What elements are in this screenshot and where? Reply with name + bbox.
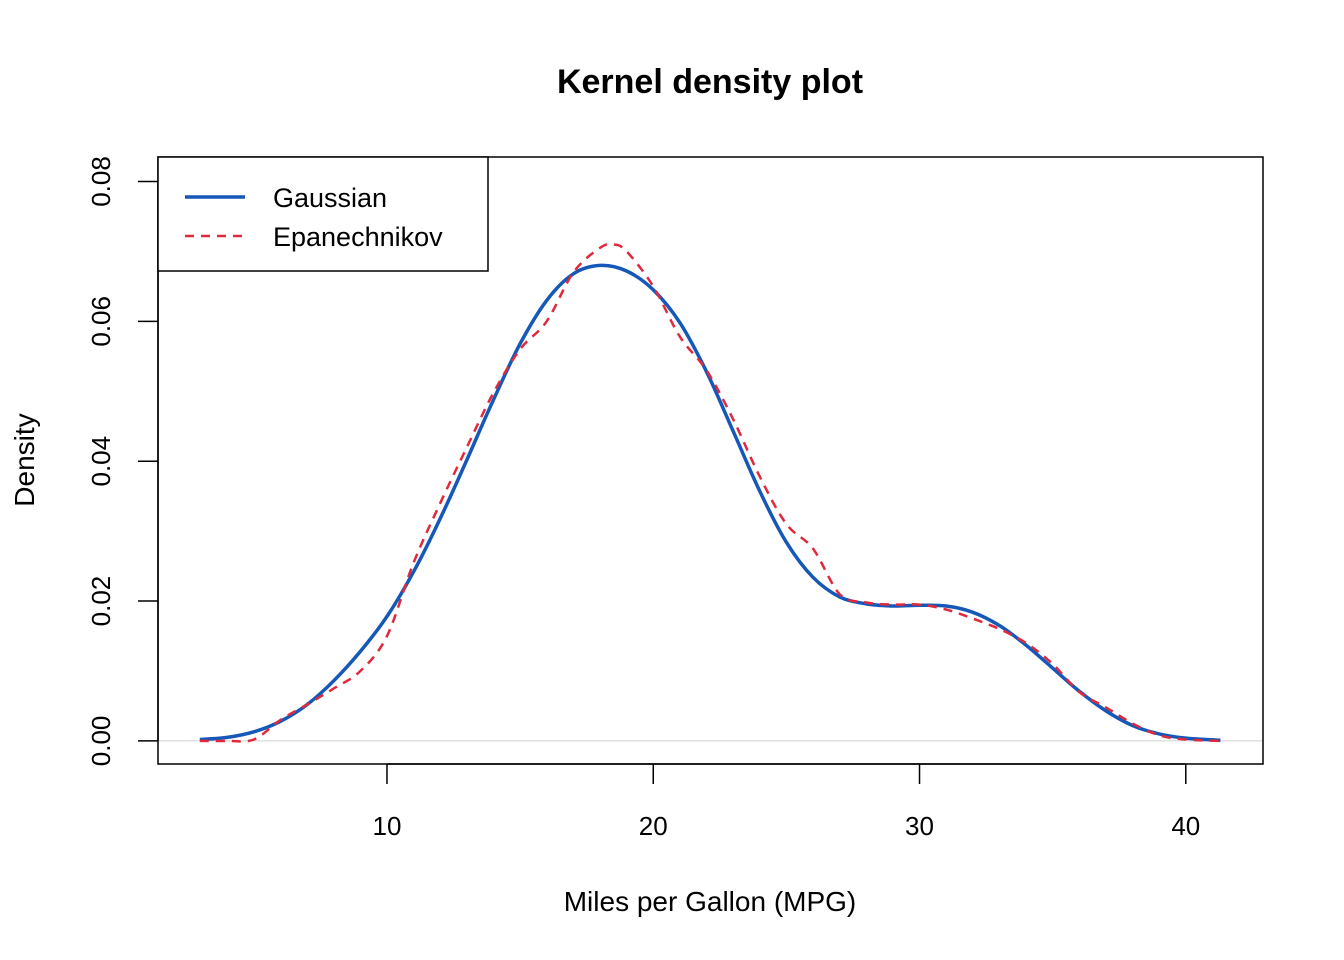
x-tick-label: 20 <box>639 811 668 841</box>
y-tick-label: 0.02 <box>86 576 116 627</box>
legend-box <box>157 156 489 272</box>
x-tick-label: 40 <box>1171 811 1200 841</box>
x-tick-label: 30 <box>905 811 934 841</box>
y-axis: 0.00 0.02 0.04 0.06 0.08 <box>86 156 159 767</box>
legend: Gaussian Epanechnikov <box>157 156 489 272</box>
legend-label-epanechnikov: Epanechnikov <box>273 222 443 252</box>
x-axis: 10 20 30 40 <box>373 763 1200 841</box>
chart-title: Kernel density plot <box>557 63 863 101</box>
y-tick-label: 0.00 <box>86 716 116 767</box>
series-line-gaussian <box>199 263 1221 742</box>
legend-label-gaussian: Gaussian <box>273 183 387 213</box>
y-tick-label: 0.06 <box>86 296 116 347</box>
y-tick-label: 0.08 <box>86 156 116 207</box>
series-line-epanechnikov <box>199 242 1221 743</box>
y-axis-label: Density <box>9 413 40 506</box>
y-tick-label: 0.04 <box>86 436 116 487</box>
x-tick-label: 10 <box>373 811 402 841</box>
x-axis-label: Miles per Gallon (MPG) <box>564 886 857 917</box>
series-layer <box>199 242 1221 743</box>
